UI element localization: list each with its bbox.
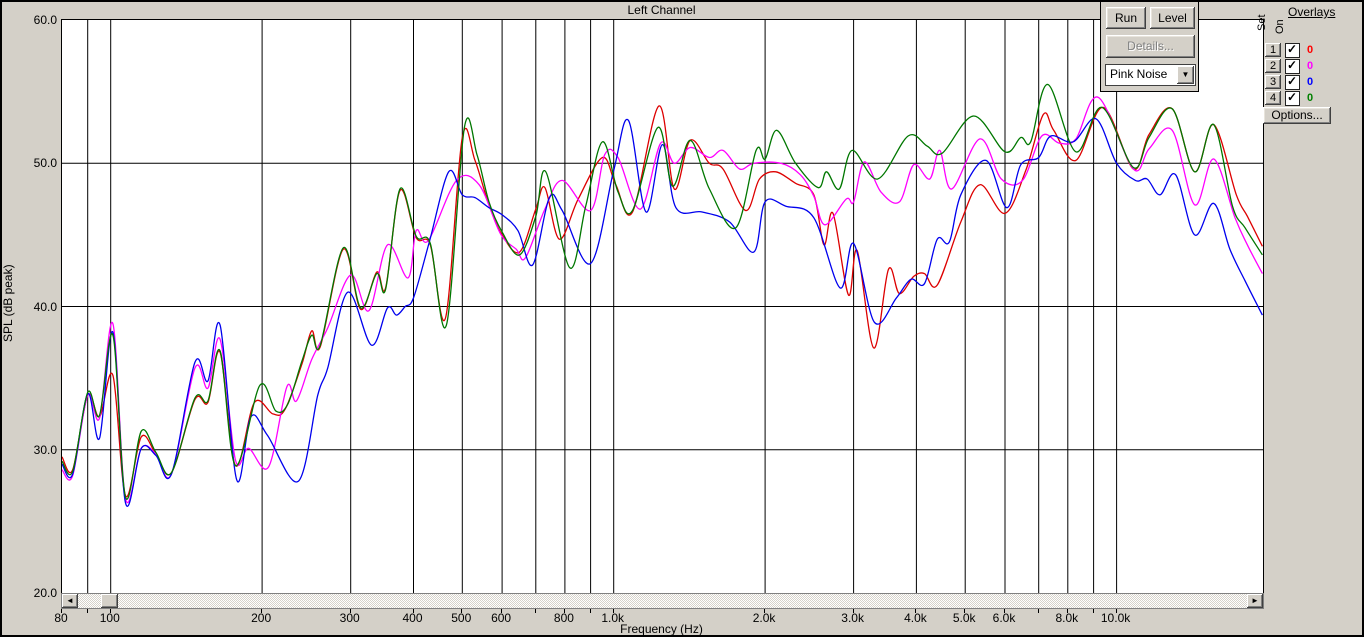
x-tick-mark	[501, 608, 503, 613]
x-tick-mark	[563, 608, 565, 613]
x-tick-label: 600	[491, 611, 512, 625]
x-axis-label: Frequency (Hz)	[620, 622, 703, 636]
noise-type-select[interactable]: Pink Noise ▼	[1105, 64, 1196, 86]
x-tick-mark	[534, 608, 536, 613]
x-tick-mark	[61, 608, 62, 613]
x-tick-mark	[412, 608, 414, 613]
y-axis-label: SPL (dB peak)	[1, 264, 15, 342]
x-tick-label: 400	[402, 611, 423, 625]
overlay-set-button-3[interactable]: 3	[1265, 75, 1281, 89]
overlay-count-4: 0	[1307, 92, 1314, 104]
x-tick-mark	[109, 608, 111, 613]
scrollbar-left-arrow-icon[interactable]: ◄	[62, 594, 78, 608]
curve-overlay-4	[62, 83, 1263, 500]
x-tick-mark	[349, 608, 351, 613]
x-tick-mark	[1115, 608, 1117, 613]
x-tick-label: 1.0k	[601, 611, 624, 625]
x-tick-mark	[86, 608, 88, 613]
curve-overlay-3	[62, 118, 1263, 507]
overlay-set-button-1[interactable]: 1	[1265, 43, 1281, 57]
details-button[interactable]: Details...	[1106, 35, 1195, 58]
x-tick-mark	[852, 608, 854, 613]
y-tick-label: 40.0	[33, 299, 57, 314]
x-tick-mark	[261, 608, 263, 613]
x-tick-label: 80	[54, 611, 68, 625]
overlay-set-button-2[interactable]: 2	[1265, 59, 1281, 73]
x-tick-label: 300	[339, 611, 360, 625]
check-icon: ✓	[1287, 42, 1298, 56]
scrollbar-right-arrow-icon[interactable]: ►	[1247, 594, 1263, 608]
spectrum-chart	[62, 20, 1263, 593]
overlay-count-3: 0	[1307, 76, 1314, 88]
overlay-set-button-4[interactable]: 4	[1265, 91, 1281, 105]
x-tick-label: 500	[451, 611, 472, 625]
overlays-on-column-label: On	[1274, 19, 1286, 34]
overlay-row-2: 2 ✓ 0	[1265, 58, 1364, 74]
scrollbar-thumb[interactable]	[101, 594, 118, 608]
x-tick-mark	[612, 608, 614, 613]
x-tick-mark	[1004, 608, 1005, 613]
x-tick-mark	[1037, 608, 1039, 613]
control-panel: Run Level Details... Pink Noise ▼	[1100, 2, 1199, 92]
x-tick-mark	[1092, 608, 1094, 613]
check-icon: ✓	[1287, 74, 1298, 88]
x-tick-mark	[461, 608, 463, 613]
x-tick-label: 4.0k	[904, 611, 927, 625]
overlay-row-4: 4 ✓ 0	[1265, 90, 1364, 106]
x-tick-label: 6.0k	[992, 611, 1016, 625]
noise-type-value: Pink Noise	[1110, 67, 1168, 81]
x-tick-label: 800	[553, 611, 574, 625]
x-tick-label: 2.0k	[752, 611, 776, 625]
x-tick-label: 5.0k	[952, 611, 976, 625]
curve-overlay-1	[62, 105, 1263, 498]
y-tick-label: 50.0	[33, 156, 57, 171]
overlays-set-column-label: Set	[1256, 14, 1268, 31]
check-icon: ✓	[1287, 58, 1298, 72]
x-tick-label: 3.0k	[841, 611, 864, 625]
overlay-row-1: 1 ✓ 0	[1265, 42, 1364, 58]
overlays-title: Overlays	[1288, 5, 1336, 19]
x-tick-label: 100	[99, 611, 120, 625]
overlay-row-3: 3 ✓ 0	[1265, 74, 1364, 90]
x-tick-mark	[764, 608, 766, 613]
plot-title: Left Channel	[627, 3, 696, 17]
x-tick-mark	[915, 608, 917, 613]
overlay-on-checkbox-4[interactable]: ✓	[1285, 90, 1300, 106]
frequency-scrollbar[interactable]: ◄ ►	[61, 593, 1264, 609]
curve-overlay-2	[62, 96, 1263, 503]
y-tick-label: 60.0	[33, 13, 57, 27]
dropdown-arrow-icon[interactable]: ▼	[1177, 66, 1194, 84]
x-tick-label: 10.0k	[1100, 611, 1131, 625]
x-tick-label: 8.0k	[1055, 611, 1079, 625]
overlay-on-checkbox-3[interactable]: ✓	[1285, 74, 1300, 90]
overlay-on-checkbox-2[interactable]: ✓	[1285, 58, 1300, 74]
run-button[interactable]: Run	[1106, 7, 1146, 29]
check-icon: ✓	[1287, 90, 1298, 104]
overlay-on-checkbox-1[interactable]: ✓	[1285, 42, 1300, 58]
options-button[interactable]: Options...	[1263, 107, 1331, 124]
x-tick-mark	[964, 608, 966, 613]
level-button[interactable]: Level	[1150, 7, 1195, 29]
x-tick-mark	[1066, 608, 1068, 613]
overlay-count-2: 0	[1307, 60, 1314, 72]
x-tick-mark	[589, 608, 591, 613]
y-tick-label: 20.0	[33, 586, 57, 600]
plot-area	[61, 19, 1264, 594]
x-tick-label: 200	[251, 611, 272, 625]
overlay-count-1: 0	[1307, 44, 1314, 56]
y-tick-label: 30.0	[33, 442, 57, 457]
